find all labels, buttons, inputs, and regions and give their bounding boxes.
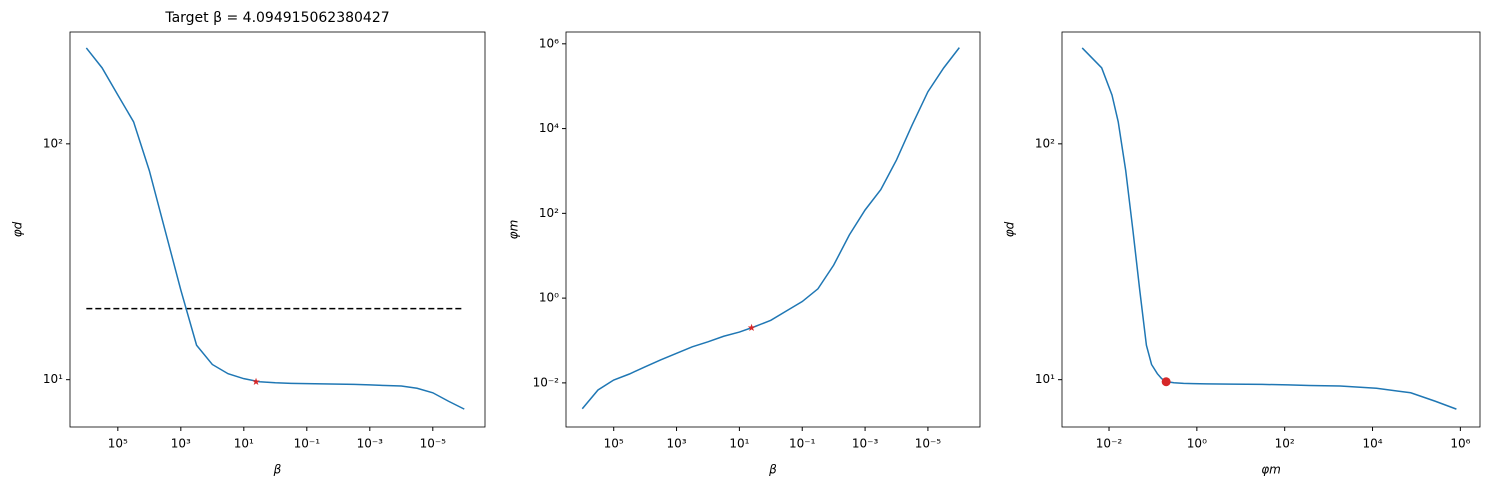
x-axis-label: β bbox=[273, 463, 282, 477]
y-tick-label: 10¹ bbox=[1035, 372, 1055, 386]
x-tick-label: 10¹ bbox=[729, 437, 749, 451]
x-tick-label: 10¹ bbox=[234, 437, 254, 451]
y-tick-label: 10⁰ bbox=[539, 291, 559, 305]
y-tick-label: 10¹ bbox=[43, 372, 63, 386]
y-axis-label: φd bbox=[1003, 221, 1017, 237]
subplot: φm φd 10⁻² 10⁰ 10² 10⁴ 10⁶ 10¹ 10² bbox=[1003, 31, 1481, 477]
x-axis-label: φm bbox=[1261, 463, 1281, 477]
highlight-marker bbox=[252, 377, 260, 385]
y-tick-label: 10² bbox=[1035, 136, 1055, 150]
highlight-marker bbox=[1161, 377, 1171, 387]
x-tick-label: 10⁵ bbox=[108, 437, 128, 451]
plot-frame bbox=[1061, 31, 1481, 428]
x-tick-label: 10⁵ bbox=[604, 437, 624, 451]
x-tick-label: 10⁻¹ bbox=[789, 437, 816, 451]
x-tick-label: 10³ bbox=[667, 437, 687, 451]
plot-frame bbox=[565, 31, 981, 428]
x-tick-label: 10⁰ bbox=[1187, 437, 1207, 451]
plot-frame bbox=[69, 31, 486, 428]
subplot: β φm 10⁵ 10³ 10¹ 10⁻¹ 10⁻³ 10⁻⁵ 10⁻² 10⁰ 10² 10⁴ 10⁶ bbox=[507, 31, 981, 477]
x-tick-label: 10⁻⁵ bbox=[420, 437, 447, 451]
x-tick-label: 10⁻⁵ bbox=[915, 437, 942, 451]
subplot: Target β = 4.094915062380427 β φd 10⁵ 10³ 10¹… bbox=[11, 10, 486, 477]
x-tick-label: 10⁻² bbox=[1096, 437, 1123, 451]
x-tick-label: 10⁴ bbox=[1362, 437, 1382, 451]
x-tick-label: 10⁻³ bbox=[852, 437, 879, 451]
y-tick-label: 10⁻² bbox=[533, 375, 560, 389]
y-axis-label: φd bbox=[11, 221, 25, 237]
highlight-marker bbox=[747, 323, 756, 331]
x-tick-label: 10⁻³ bbox=[357, 437, 384, 451]
chart-title: Target β = 4.094915062380427 bbox=[164, 10, 389, 26]
y-tick-label: 10² bbox=[43, 136, 63, 150]
x-tick-label: 10⁻¹ bbox=[294, 437, 321, 451]
x-axis-label: β bbox=[768, 463, 777, 477]
y-tick-label: 10⁴ bbox=[539, 121, 559, 135]
x-tick-label: 10² bbox=[1275, 437, 1295, 451]
x-tick-label: 10³ bbox=[171, 437, 191, 451]
y-axis-label: φm bbox=[507, 220, 521, 240]
data-line bbox=[1081, 47, 1457, 410]
x-tick-label: 10⁶ bbox=[1450, 437, 1470, 451]
y-tick-label: 10⁶ bbox=[539, 36, 559, 50]
data-line bbox=[85, 47, 465, 410]
data-line bbox=[581, 47, 960, 410]
y-tick-label: 10² bbox=[539, 206, 559, 220]
